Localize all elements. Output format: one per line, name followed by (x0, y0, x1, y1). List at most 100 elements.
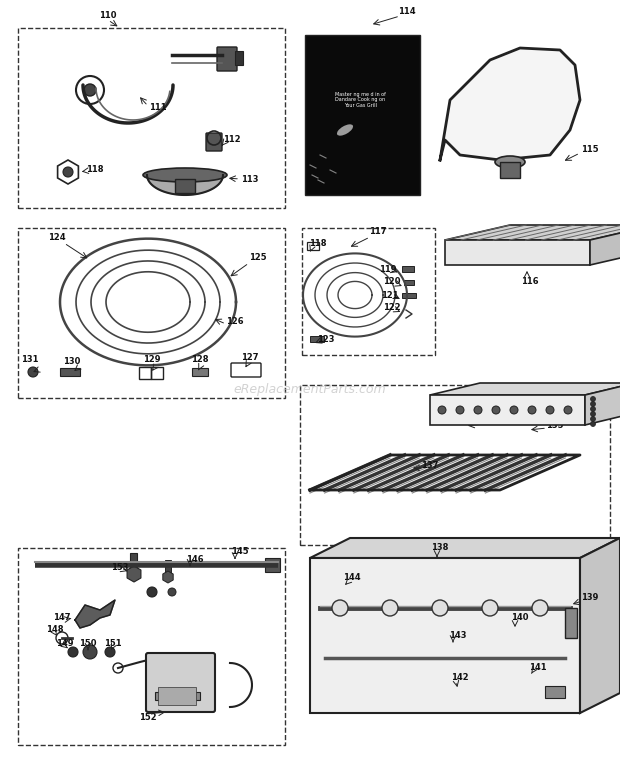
Circle shape (63, 167, 73, 177)
Bar (60, 368, 80, 376)
Bar (158, 687, 196, 705)
Text: 141: 141 (529, 663, 547, 673)
Polygon shape (75, 600, 115, 628)
Circle shape (68, 647, 78, 657)
Circle shape (590, 412, 595, 417)
Circle shape (105, 647, 115, 657)
Circle shape (432, 600, 448, 616)
Text: 138: 138 (432, 543, 449, 553)
Text: 143: 143 (450, 630, 467, 640)
Polygon shape (590, 225, 620, 265)
Polygon shape (580, 538, 620, 713)
Circle shape (590, 421, 595, 427)
Text: 148: 148 (46, 626, 64, 634)
Text: 144: 144 (343, 573, 361, 583)
Circle shape (590, 417, 595, 421)
Circle shape (28, 367, 38, 377)
Text: 146: 146 (186, 555, 204, 565)
Circle shape (590, 396, 595, 402)
Circle shape (590, 406, 595, 412)
Text: eReplacementParts.com: eReplacementParts.com (234, 383, 386, 395)
Text: 125: 125 (249, 254, 267, 262)
Text: 111: 111 (149, 103, 167, 113)
Circle shape (147, 587, 157, 597)
Circle shape (510, 406, 518, 414)
Bar (235, 51, 243, 65)
Circle shape (564, 406, 572, 414)
Text: 118: 118 (86, 165, 104, 175)
Circle shape (332, 600, 348, 616)
Circle shape (168, 588, 176, 596)
Bar (155, 692, 200, 700)
Bar (18, 228, 285, 398)
Bar (18, 28, 285, 208)
Text: 139: 139 (582, 594, 599, 602)
Polygon shape (147, 175, 223, 195)
Text: 128: 128 (191, 355, 209, 365)
Circle shape (456, 406, 464, 414)
Bar (402, 293, 416, 298)
Text: 140: 140 (512, 614, 529, 622)
Bar (404, 280, 414, 285)
Text: 119: 119 (379, 265, 397, 275)
Text: Master ng me d in of
Dandare Cook ng on
Your Gas Grill: Master ng me d in of Dandare Cook ng on … (335, 92, 386, 108)
Bar (192, 368, 208, 376)
Text: 150: 150 (79, 638, 97, 648)
Circle shape (84, 84, 96, 96)
Bar (305, 35, 420, 195)
Text: 129: 129 (143, 355, 161, 365)
Text: 142: 142 (451, 673, 469, 683)
Text: 112: 112 (223, 135, 241, 145)
Text: 134: 134 (481, 398, 498, 406)
Polygon shape (310, 558, 580, 713)
FancyBboxPatch shape (217, 47, 237, 71)
Ellipse shape (143, 168, 227, 182)
Text: 131: 131 (21, 355, 38, 365)
FancyBboxPatch shape (206, 133, 222, 151)
Polygon shape (585, 383, 620, 425)
Text: 124: 124 (48, 233, 66, 243)
Text: 152: 152 (139, 713, 157, 723)
Polygon shape (430, 383, 620, 395)
Text: 126: 126 (226, 317, 244, 327)
Circle shape (438, 406, 446, 414)
Text: 135: 135 (546, 420, 564, 430)
Circle shape (492, 406, 500, 414)
Circle shape (590, 402, 595, 406)
Bar (402, 266, 414, 272)
Bar (165, 560, 171, 578)
Text: 137: 137 (422, 460, 439, 470)
Text: 118: 118 (309, 240, 327, 248)
Polygon shape (310, 538, 620, 558)
Bar (265, 558, 280, 572)
Text: 136: 136 (481, 417, 498, 425)
Circle shape (83, 645, 97, 659)
Text: 121: 121 (381, 290, 399, 300)
Bar (310, 336, 324, 342)
Text: 149: 149 (56, 638, 74, 648)
Text: 130: 130 (63, 358, 81, 366)
Ellipse shape (495, 156, 525, 168)
Bar (18, 548, 285, 745)
Polygon shape (445, 240, 590, 265)
Text: 115: 115 (581, 146, 599, 154)
Bar (500, 162, 520, 178)
Circle shape (382, 600, 398, 616)
Text: 114: 114 (398, 8, 416, 16)
Text: 122: 122 (383, 304, 401, 312)
Text: 117: 117 (370, 228, 387, 236)
Text: 123: 123 (317, 335, 335, 345)
Text: 127: 127 (241, 353, 259, 363)
Text: 113: 113 (241, 175, 259, 185)
Text: 153: 153 (111, 564, 129, 572)
Polygon shape (440, 48, 580, 160)
Bar (302, 228, 435, 355)
Circle shape (482, 600, 498, 616)
Text: 116: 116 (521, 277, 539, 287)
Text: 151: 151 (104, 638, 122, 648)
Bar (300, 385, 610, 545)
Bar (565, 608, 577, 638)
Text: 133: 133 (546, 409, 564, 417)
Bar (307, 242, 319, 250)
Bar (130, 553, 137, 575)
